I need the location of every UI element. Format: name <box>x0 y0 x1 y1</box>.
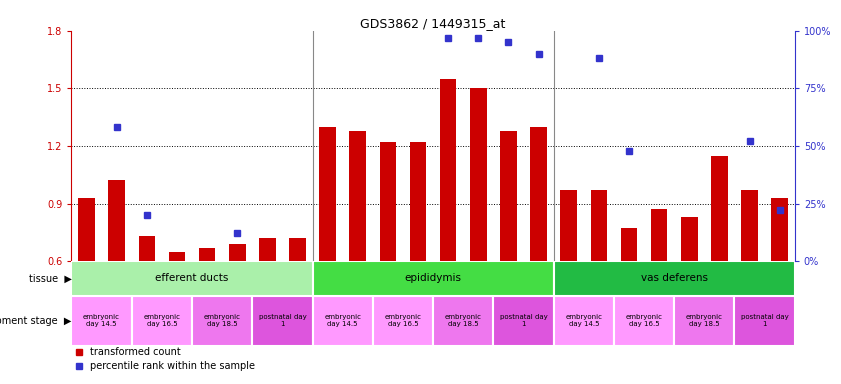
Bar <box>132 296 192 346</box>
Bar <box>681 217 697 261</box>
Text: postnatal day
1: postnatal day 1 <box>741 314 789 327</box>
Bar <box>560 190 577 261</box>
Bar <box>139 236 155 261</box>
Bar <box>313 296 373 346</box>
Text: tissue  ▶: tissue ▶ <box>29 273 71 283</box>
Bar <box>741 190 758 261</box>
Bar <box>78 198 95 261</box>
Text: embryonic
day 18.5: embryonic day 18.5 <box>204 314 241 327</box>
Bar <box>711 156 727 261</box>
Bar <box>108 180 125 261</box>
Bar <box>350 131 366 261</box>
Bar <box>71 296 132 346</box>
Bar <box>440 79 457 261</box>
Text: embryonic
day 14.5: embryonic day 14.5 <box>325 314 361 327</box>
Text: vas deferens: vas deferens <box>641 273 708 283</box>
Text: epididymis: epididymis <box>405 273 462 283</box>
Text: postnatal day
1: postnatal day 1 <box>500 314 547 327</box>
Bar <box>674 296 734 346</box>
Bar <box>320 127 336 261</box>
Bar <box>531 127 547 261</box>
Bar <box>614 296 674 346</box>
Bar <box>651 209 668 261</box>
Bar <box>621 228 637 261</box>
Bar <box>289 238 306 261</box>
Text: postnatal day
1: postnatal day 1 <box>258 314 306 327</box>
Bar <box>433 296 494 346</box>
Bar <box>71 261 313 296</box>
Bar <box>500 131 516 261</box>
Bar <box>259 238 276 261</box>
Bar <box>313 261 553 296</box>
Bar <box>192 296 252 346</box>
Bar <box>771 198 788 261</box>
Text: embryonic
day 16.5: embryonic day 16.5 <box>626 314 663 327</box>
Text: embryonic
day 16.5: embryonic day 16.5 <box>144 314 180 327</box>
Bar <box>373 296 433 346</box>
Bar <box>198 248 215 261</box>
Text: embryonic
day 16.5: embryonic day 16.5 <box>384 314 421 327</box>
Text: embryonic
day 14.5: embryonic day 14.5 <box>83 314 120 327</box>
Text: embryonic
day 18.5: embryonic day 18.5 <box>686 314 722 327</box>
Bar <box>379 142 396 261</box>
Text: embryonic
day 18.5: embryonic day 18.5 <box>445 314 482 327</box>
Text: efferent ducts: efferent ducts <box>156 273 229 283</box>
Text: transformed count: transformed count <box>89 347 180 358</box>
Bar <box>169 252 185 261</box>
Bar <box>553 296 614 346</box>
Title: GDS3862 / 1449315_at: GDS3862 / 1449315_at <box>361 17 505 30</box>
Bar <box>553 261 795 296</box>
Text: development stage  ▶: development stage ▶ <box>0 316 71 326</box>
Bar <box>590 190 607 261</box>
Text: embryonic
day 14.5: embryonic day 14.5 <box>565 314 602 327</box>
Bar <box>410 142 426 261</box>
Bar <box>494 296 553 346</box>
Text: percentile rank within the sample: percentile rank within the sample <box>89 361 255 371</box>
Bar <box>470 88 487 261</box>
Bar <box>229 244 246 261</box>
Bar <box>252 296 313 346</box>
Bar <box>734 296 795 346</box>
